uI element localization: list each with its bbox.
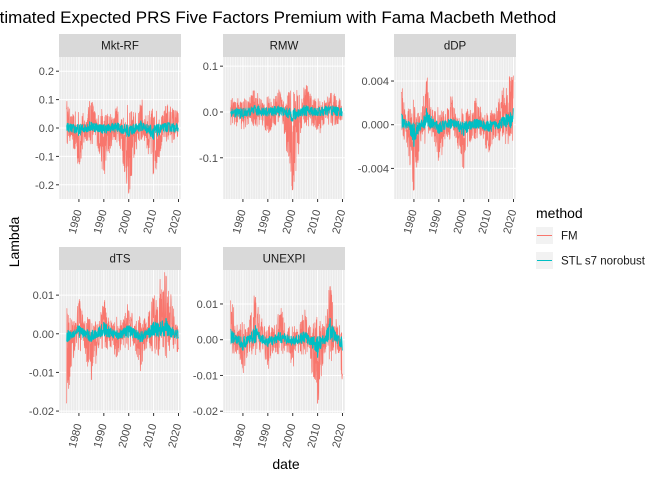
x-tick-label: 1990 [92, 209, 110, 236]
legend-label: STL s7 norobust [561, 256, 646, 268]
facet-unexpi: UNEXPI -0.02 -0.01 0.00 0.01 1980 1990 2000 2010… [193, 247, 348, 449]
legend-label: FM [561, 231, 578, 243]
y-tick-label: -0.01 [29, 367, 54, 379]
y-tick-label: 0.000 [361, 120, 389, 132]
y-tick-label: -0.1 [199, 153, 218, 165]
y-tick-label: -0.1 [35, 151, 54, 163]
x-tick-label: 2020 [166, 423, 184, 450]
x-tick-label: 2010 [142, 423, 160, 450]
series-line-mkt-rf-stl-s7-norobust [66, 120, 179, 140]
legend: method FM STL s7 norobust [536, 205, 646, 269]
y-tick-label: 0.1 [203, 61, 218, 73]
y-tick-label: -0.2 [35, 180, 54, 192]
x-tick-label: 2000 [281, 209, 299, 236]
x-tick-label: 1990 [427, 209, 445, 236]
x-tick-label: 1980 [231, 209, 249, 236]
x-tick-label: 2010 [477, 209, 495, 236]
x-tick-label: 2000 [281, 423, 299, 450]
facet-strip-label: RMW [270, 41, 299, 53]
x-tick-label: 2020 [501, 209, 519, 236]
x-axis-title: date [272, 456, 299, 472]
facet-rmw: RMW -0.1 0.0 0.1 1980 1990 2000 2010 2020 [199, 34, 348, 235]
facet-ddp: dDP -0.004 0.000 0.004 1980 1990 2000 2010 2020 [358, 34, 519, 236]
x-tick-label: 1990 [256, 423, 274, 450]
x-tick-label: 2020 [330, 423, 348, 450]
y-tick-label: 0.1 [39, 95, 54, 107]
legend-title: method [536, 205, 583, 221]
x-tick-label: 1980 [402, 209, 420, 236]
y-tick-label: -0.02 [193, 406, 218, 418]
x-tick-label: 2000 [452, 209, 470, 236]
facet-strip [223, 247, 345, 270]
series-line-rmw-stl-s7-norobust [230, 104, 343, 122]
y-tick-label: 0.00 [33, 329, 54, 341]
y-tick-label: 0.0 [39, 123, 54, 135]
legend-entries: FM STL s7 norobust [536, 227, 646, 269]
x-tick-label: 1990 [92, 423, 110, 450]
x-tick-label: 2010 [306, 423, 324, 450]
x-tick-label: 2010 [142, 209, 160, 236]
x-tick-label: 2020 [166, 209, 184, 236]
facet-panels: Mkt-RF -0.2 -0.1 0.0 0.1 0.2 1980 1990 2000 2010 2… [29, 34, 519, 449]
y-tick-label: 0.00 [197, 335, 218, 347]
y-tick-label: -0.004 [358, 163, 389, 175]
y-axis-title: Lambda [6, 216, 22, 267]
y-tick-label: 0.01 [197, 299, 218, 311]
x-tick-label: 2000 [117, 423, 135, 450]
series-line-dts-fm [66, 272, 179, 404]
y-tick-label: 0.01 [33, 290, 54, 302]
chart-title: Estimated Expected PRS Five Factors Prem… [0, 8, 556, 27]
facet-strip-label: dTS [109, 254, 130, 266]
y-tick-label: -0.02 [29, 406, 54, 418]
series-line-unexpi-stl-s7-norobust [230, 317, 343, 358]
x-tick-label: 1990 [256, 209, 274, 236]
legend-key-stl-s7-norobust: STL s7 norobust [536, 252, 646, 269]
x-tick-label: 2000 [117, 209, 135, 236]
x-tick-label: 1980 [67, 209, 85, 236]
facet-mkt-rf: Mkt-RF -0.2 -0.1 0.0 0.1 0.2 1980 1990 2000 2010 2… [35, 34, 184, 235]
x-tick-label: 1980 [231, 423, 249, 450]
y-tick-label: 0.004 [361, 76, 389, 88]
facet-strip [223, 34, 345, 57]
series-line-dts-stl-s7-norobust [66, 317, 179, 343]
x-tick-label: 2010 [306, 209, 324, 236]
y-tick-label: 0.2 [39, 66, 54, 78]
facet-strip-label: Mkt-RF [101, 41, 139, 53]
series-line-ddp-stl-s7-norobust [401, 107, 514, 147]
facet-strip-label: UNEXPI [263, 254, 306, 266]
y-tick-label: 0.0 [203, 107, 218, 119]
facet-strip-label: dDP [444, 41, 467, 53]
facet-dts: dTS -0.02 -0.01 0.00 0.01 1980 1990 2000 2010 202… [29, 247, 184, 449]
y-tick-label: -0.01 [193, 370, 218, 382]
x-tick-label: 1980 [67, 423, 85, 450]
facet-strip [59, 247, 181, 270]
facet-strip [394, 34, 516, 57]
facet-strip [59, 34, 181, 57]
legend-key-fm: FM [536, 227, 578, 244]
x-tick-label: 2020 [330, 209, 348, 236]
